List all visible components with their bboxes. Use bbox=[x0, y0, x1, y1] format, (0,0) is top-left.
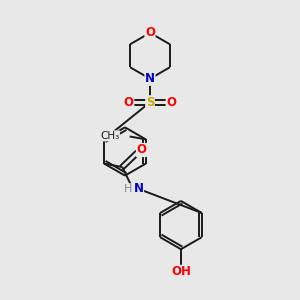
Text: H: H bbox=[124, 184, 132, 194]
Text: O: O bbox=[136, 143, 146, 157]
Text: O: O bbox=[166, 96, 176, 109]
Text: N: N bbox=[134, 182, 143, 195]
Text: OH: OH bbox=[171, 266, 191, 278]
Text: CH₃: CH₃ bbox=[100, 131, 119, 141]
Text: O: O bbox=[145, 26, 155, 39]
Text: O: O bbox=[124, 96, 134, 109]
Text: S: S bbox=[146, 96, 154, 109]
Text: N: N bbox=[145, 72, 155, 85]
